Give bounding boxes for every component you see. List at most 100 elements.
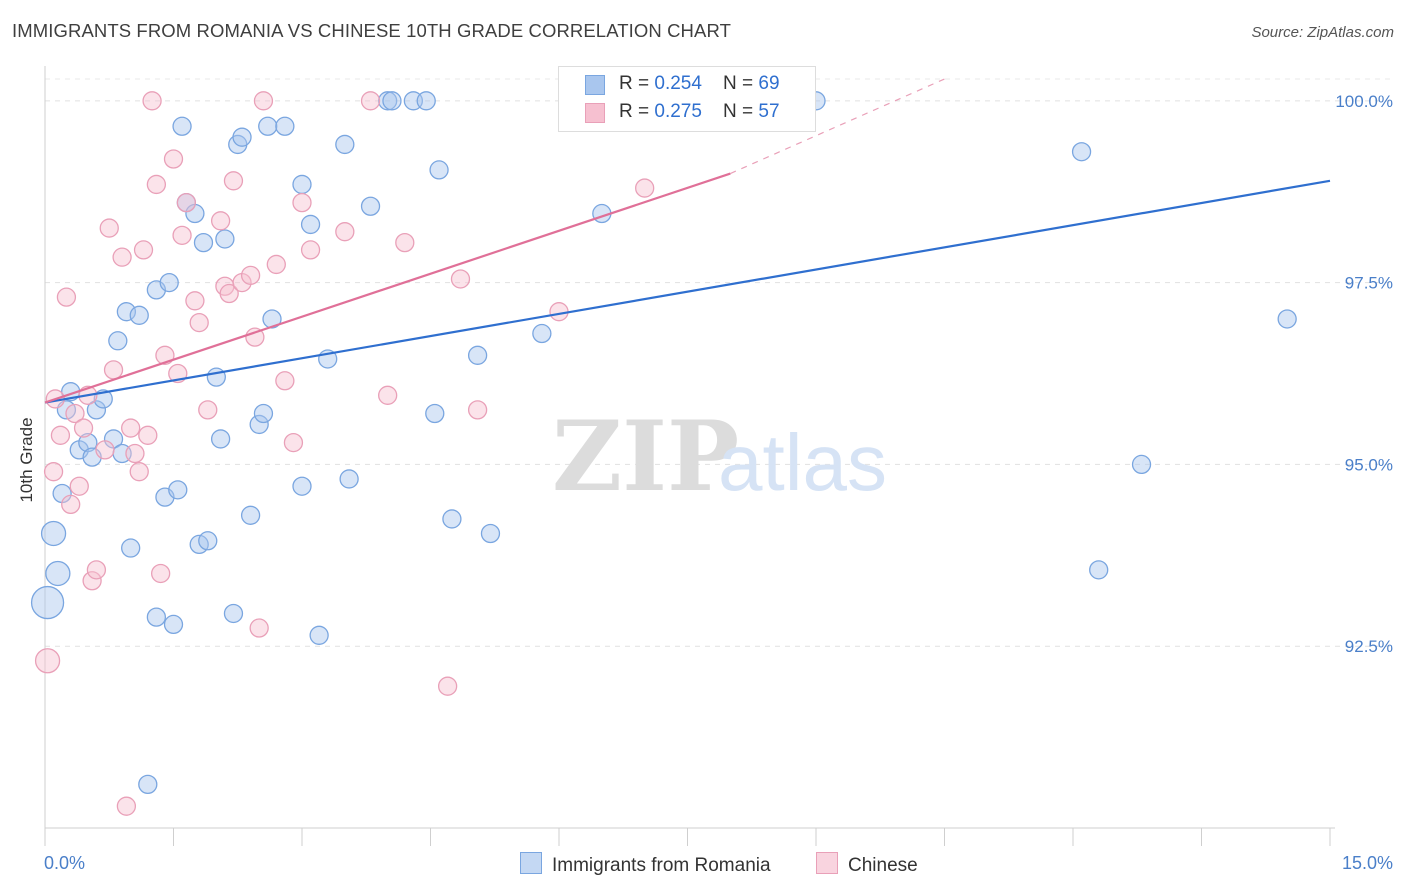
chinese-point: [95, 440, 115, 460]
chinese-point: [61, 494, 81, 515]
n-label: N =: [723, 101, 759, 122]
chinese-point: [82, 571, 102, 591]
y-tick-label: 100.0%: [1335, 92, 1393, 111]
romania-point: [215, 229, 235, 249]
x-tick-label: 15.0%: [1342, 853, 1393, 873]
romania-point: [163, 614, 184, 635]
romania-point: [138, 774, 158, 795]
romania-point: [1131, 454, 1152, 475]
romania-point: [425, 403, 445, 424]
chinese-point: [360, 91, 381, 111]
watermark-atlas: atlas: [718, 418, 887, 507]
chinese-point: [34, 648, 61, 674]
chinese-point: [292, 192, 312, 213]
chinese-point: [300, 240, 321, 260]
chinese-point: [185, 291, 205, 311]
romania-point: [309, 625, 329, 645]
romania-point: [232, 127, 252, 147]
source-label: Source: ZipAtlas.com: [1251, 24, 1394, 41]
chinese-point: [249, 618, 269, 638]
chinese-point: [450, 269, 471, 289]
romania-point: [339, 469, 359, 489]
chart-title: IMMIGRANTS FROM ROMANIA VS CHINESE 10TH …: [12, 20, 731, 41]
y-tick-label: 97.5%: [1345, 274, 1393, 293]
chinese-point: [223, 171, 244, 191]
chinese-point: [125, 443, 145, 464]
chinese-point: [121, 418, 141, 438]
romania-point: [121, 538, 141, 558]
romania-point: [45, 560, 71, 587]
stats-legend: R = 0.254 N = 69 R = 0.275 N = 57: [558, 66, 816, 132]
gridlines: [45, 78, 1395, 647]
y-axis-title: 10th Grade: [17, 417, 36, 502]
tick-labels: 92.5% 95.0% 97.5% 100.0% 0.0% 15.0%: [44, 92, 1393, 873]
romania-point: [198, 531, 218, 551]
r-label: R =: [619, 73, 655, 94]
romania-point: [275, 116, 295, 136]
chinese-point: [266, 254, 286, 275]
chinese-point: [65, 403, 85, 424]
romania-point: [532, 323, 552, 344]
romania-point: [193, 232, 214, 253]
data-points: [30, 91, 1297, 816]
chinese-point: [116, 796, 137, 816]
chinese-point: [467, 400, 488, 420]
chinese-point: [635, 178, 655, 198]
chinese-point: [129, 462, 149, 482]
chinese-point: [275, 371, 295, 391]
chinese-point: [73, 418, 94, 438]
r-label: R =: [619, 101, 655, 122]
romania-point: [78, 432, 98, 453]
romania-point: [40, 520, 67, 547]
romania-point: [262, 309, 282, 329]
chinese-trend-line: [44, 172, 731, 404]
romania-point: [416, 91, 436, 111]
chinese-point: [50, 425, 71, 445]
chinese-point: [103, 360, 124, 380]
chinese-point: [240, 265, 261, 285]
legend-item-chinese: Chinese: [816, 852, 918, 877]
chinese-point: [56, 287, 77, 307]
romania-point: [223, 603, 244, 624]
romania-point: [292, 476, 312, 496]
romania-point: [1277, 309, 1297, 329]
chinese-point: [245, 327, 265, 347]
chinese-point: [437, 676, 458, 696]
chinese-point: [43, 462, 64, 482]
romania-point: [335, 134, 355, 155]
romania-point: [360, 196, 381, 216]
chinese-point: [133, 240, 154, 260]
chinese-point: [155, 345, 175, 365]
romania-point: [253, 403, 274, 424]
legend-row-romania-text: R = 0.254 N = 69: [619, 73, 780, 95]
chinese-point: [335, 222, 355, 242]
chinese-point: [210, 211, 231, 231]
romania-point: [249, 414, 269, 435]
n-label: N =: [723, 73, 759, 94]
romania-point: [129, 305, 149, 325]
romania-point: [30, 585, 65, 620]
romania-point: [172, 116, 192, 136]
romania-point: [240, 505, 261, 525]
chinese-point: [69, 476, 89, 496]
romania-legend-label: Immigrants from Romania: [552, 855, 771, 876]
romania-point: [300, 214, 321, 235]
y-tick-label: 95.0%: [1345, 455, 1393, 474]
n-value: 69: [758, 73, 780, 94]
romania-point: [86, 400, 107, 420]
romania-point: [292, 174, 312, 195]
chinese-point: [198, 400, 218, 420]
romania-point: [378, 91, 398, 111]
romania-point: [258, 116, 278, 136]
romania-point: [146, 607, 167, 627]
chinese-point: [146, 174, 167, 195]
chinese-legend-swatch: [816, 852, 838, 874]
chinese-trend-extension: [730, 78, 945, 175]
watermark-zip: ZIP: [552, 400, 739, 513]
axes: [44, 66, 1335, 846]
y-tick-label: 92.5%: [1345, 637, 1393, 656]
chinese-point: [150, 563, 171, 584]
chinese-legend-label: Chinese: [848, 855, 918, 876]
n-value: 57: [758, 101, 780, 122]
romania-legend-swatch: [520, 852, 542, 874]
